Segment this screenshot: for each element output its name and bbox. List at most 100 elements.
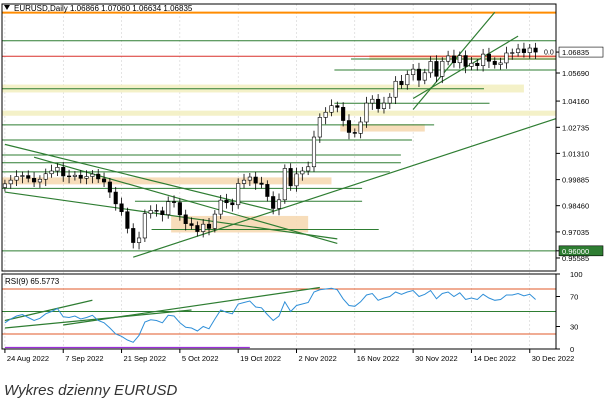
price-tick-label: 0.95585 bbox=[562, 254, 589, 263]
candle-body bbox=[195, 225, 200, 232]
candle-body bbox=[294, 173, 299, 187]
price-tag-box bbox=[558, 245, 604, 257]
candle-body bbox=[166, 201, 171, 215]
price-tick-label: 1.06835 bbox=[562, 48, 589, 57]
candlesticks bbox=[2, 42, 538, 250]
trendline bbox=[4, 143, 274, 212]
candle-body bbox=[364, 102, 369, 123]
trendline bbox=[4, 191, 338, 240]
price-tick-label: 1.02735 bbox=[562, 123, 589, 132]
rsi-tick-label: 100 bbox=[570, 270, 583, 279]
candle-body bbox=[14, 176, 19, 181]
axes: 24 Aug 2022 7 Sep 2022 21 Sep 2022 5 Oct 20… bbox=[1, 3, 604, 363]
candle-body bbox=[259, 182, 264, 185]
candle-body bbox=[212, 213, 217, 229]
candle-body bbox=[346, 120, 352, 133]
candle-body bbox=[37, 178, 42, 183]
candle-body bbox=[136, 237, 142, 243]
candle-body bbox=[434, 61, 439, 77]
candle-body bbox=[486, 53, 491, 62]
candle-body bbox=[422, 72, 427, 81]
candle-body bbox=[475, 62, 480, 66]
x-tick-label: 24 Aug 2022 bbox=[7, 354, 49, 363]
candle-body bbox=[189, 223, 194, 226]
candle-body bbox=[352, 132, 357, 134]
candle-body bbox=[43, 173, 48, 180]
candle-body bbox=[183, 214, 188, 224]
candle-body bbox=[177, 202, 182, 216]
candle-body bbox=[457, 55, 462, 64]
candle-body bbox=[516, 48, 521, 53]
candle-body bbox=[271, 196, 276, 209]
candle-body bbox=[78, 174, 83, 179]
candle-body bbox=[247, 176, 252, 181]
eurusd-daily-chart: 0.0 24 Aug 2022 7 Sep 2022 21 Sep 2022 5 Oc… bbox=[1, 3, 604, 363]
candle-body bbox=[306, 166, 311, 172]
price-tick-label: 0.99885 bbox=[562, 176, 589, 185]
candle-body bbox=[253, 176, 258, 184]
candle-body bbox=[358, 121, 363, 134]
candle-body bbox=[218, 199, 223, 215]
price-tick-label: 1.04160 bbox=[562, 97, 589, 106]
rsi-trendline bbox=[4, 309, 192, 329]
candle-body bbox=[446, 55, 451, 62]
x-tick-label: 5 Oct 2022 bbox=[182, 354, 219, 363]
candle-body bbox=[230, 202, 235, 206]
candle-body bbox=[32, 178, 37, 183]
candle-body bbox=[393, 80, 398, 98]
candle-body bbox=[72, 174, 77, 177]
trendline bbox=[133, 117, 556, 258]
candle-body bbox=[8, 179, 13, 185]
rsi-tick-label: 70 bbox=[570, 293, 578, 302]
candle-body bbox=[329, 105, 334, 113]
candle-body bbox=[61, 167, 66, 177]
candle-body bbox=[154, 210, 159, 212]
price-zone bbox=[340, 124, 425, 132]
x-tick-label: 19 Oct 2022 bbox=[240, 354, 281, 363]
chart-caption: Wykres dzienny EURUSD bbox=[4, 382, 178, 399]
x-tick-label: 16 Nov 2022 bbox=[357, 354, 400, 363]
candle-body bbox=[276, 199, 282, 209]
candle-body bbox=[317, 117, 322, 138]
main-panel-frame bbox=[1, 3, 557, 272]
price-tag-box bbox=[558, 46, 604, 58]
candle-body bbox=[84, 176, 89, 179]
price-tick-label: 1.01310 bbox=[562, 149, 589, 158]
price-tick-label: 1.05690 bbox=[562, 69, 589, 78]
candle-body bbox=[20, 175, 25, 177]
candle-body bbox=[510, 52, 515, 54]
candle-body bbox=[241, 179, 247, 184]
candle-body bbox=[142, 213, 147, 239]
candle-body bbox=[416, 68, 422, 81]
candle-body bbox=[265, 184, 270, 197]
rsi-panel-frame bbox=[1, 273, 557, 350]
trendline bbox=[33, 156, 338, 245]
candle-body bbox=[463, 55, 468, 67]
candle-body bbox=[67, 175, 72, 178]
candle-body bbox=[492, 60, 497, 65]
candle-body bbox=[428, 61, 433, 74]
x-tick-label: 7 Sep 2022 bbox=[65, 354, 103, 363]
rsi-tick-label: 0 bbox=[570, 345, 574, 354]
rsi-panel bbox=[2, 286, 556, 349]
candle-body bbox=[399, 80, 404, 86]
rsi-line bbox=[4, 287, 536, 343]
price-tick-label: 0.96000 bbox=[562, 247, 589, 256]
candle-body bbox=[107, 181, 112, 193]
candle-body bbox=[469, 62, 474, 67]
price-tick-label: 0.97035 bbox=[562, 228, 589, 237]
chart-header: EURUSD,Daily 1.06866 1.07060 1.06634 1.0… bbox=[14, 4, 193, 13]
candle-body bbox=[160, 210, 165, 215]
x-tick-label: 30 Dec 2022 bbox=[532, 354, 575, 363]
collapse-triangle-icon[interactable] bbox=[4, 5, 10, 10]
candle-body bbox=[481, 53, 486, 66]
x-tick-label: 2 Nov 2022 bbox=[298, 354, 336, 363]
candle-body bbox=[224, 199, 229, 204]
rsi-trendline bbox=[4, 299, 93, 322]
candle-body bbox=[113, 191, 118, 205]
candle-body bbox=[411, 68, 416, 75]
candle-body bbox=[26, 175, 31, 179]
candle-body bbox=[2, 183, 7, 188]
candle-body bbox=[49, 170, 54, 175]
candle-body bbox=[521, 48, 526, 53]
